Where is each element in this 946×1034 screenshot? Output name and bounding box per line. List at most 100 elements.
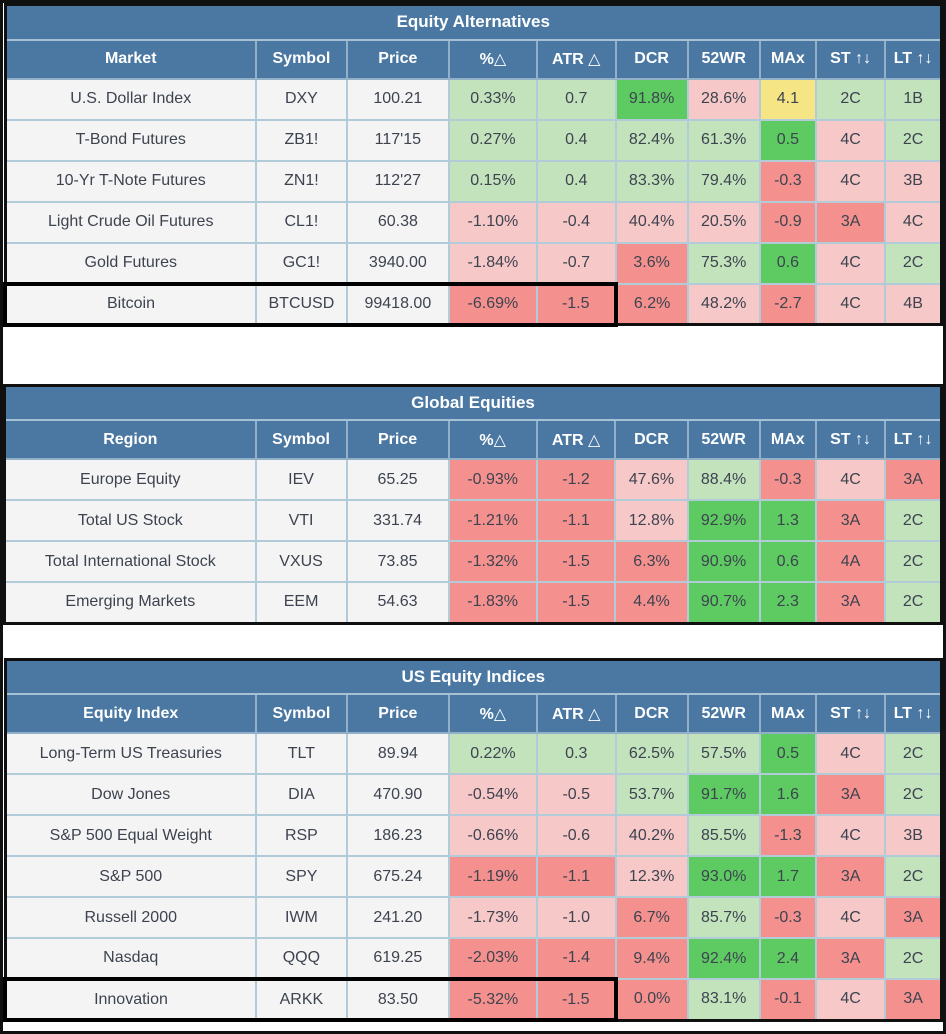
- pct-change-cell: -1.83%: [447, 581, 538, 624]
- lt-rating-cell: 2C: [884, 499, 943, 542]
- column-header-lt-rating[interactable]: LT ↑↓: [884, 419, 943, 460]
- table-row: Light Crude Oil Futures CL1! 60.38 -1.10% -0…: [4, 200, 943, 244]
- st-rating-cell: 4C: [814, 241, 887, 285]
- dcr-cell: 40.4%: [614, 200, 689, 244]
- symbol-cell: GC1!: [254, 241, 348, 285]
- column-header-st-rating[interactable]: ST ↑↓: [814, 693, 887, 734]
- column-header-row-label: Equity Index: [4, 693, 257, 734]
- st-rating-cell: 4C: [814, 732, 887, 775]
- pct-change-cell: -2.03%: [447, 937, 538, 980]
- max-cell: 2.4: [758, 937, 817, 980]
- table-row: Gold Futures GC1! 3940.00 -1.84% -0.7 3.6% 75.…: [4, 241, 943, 285]
- price-cell: 619.25: [345, 937, 450, 980]
- 52wr-cell: 90.7%: [686, 581, 761, 624]
- st-rating-cell: 3A: [814, 499, 887, 542]
- column-header-max: MAx: [758, 419, 817, 460]
- lt-rating-cell: 2C: [884, 937, 943, 980]
- lt-rating-cell: 3B: [884, 814, 943, 857]
- st-rating-cell: 4C: [814, 458, 887, 501]
- table-row: S&P 500 SPY 675.24 -1.19% -1.1 12.3% 93.0% 1.7 3…: [4, 855, 943, 898]
- 52wr-cell: 88.4%: [686, 458, 761, 501]
- table-row: S&P 500 Equal Weight RSP 186.23 -0.66% -0.6 4…: [4, 814, 943, 857]
- column-header-max: MAx: [758, 693, 817, 734]
- atr-cell: 0.3: [535, 732, 617, 775]
- lt-rating-cell: 3A: [884, 978, 943, 1021]
- st-rating-cell: 4C: [814, 896, 887, 939]
- 52wr-cell: 85.5%: [686, 814, 761, 857]
- st-rating-cell: 3A: [814, 200, 887, 244]
- price-cell: 186.23: [345, 814, 450, 857]
- price-cell: 100.21: [345, 77, 450, 121]
- lt-rating-cell: 2C: [884, 732, 943, 775]
- dcr-cell: 91.8%: [614, 77, 689, 121]
- symbol-cell: TLT: [254, 732, 348, 775]
- st-rating-cell: 3A: [814, 937, 887, 980]
- pct-change-cell: -0.93%: [447, 458, 538, 501]
- pct-change-cell: -0.66%: [447, 814, 538, 857]
- price-cell: 60.38: [345, 200, 450, 244]
- 52wr-cell: 57.5%: [686, 732, 761, 775]
- 52wr-cell: 92.9%: [686, 499, 761, 542]
- atr-cell: -0.7: [535, 241, 617, 285]
- column-header-atr: ATR △: [535, 38, 617, 80]
- dcr-cell: 83.3%: [614, 159, 689, 203]
- symbol-cell: IWM: [254, 896, 348, 939]
- 52wr-cell: 85.7%: [686, 896, 761, 939]
- symbol-cell: EEM: [254, 581, 348, 624]
- price-cell: 65.25: [345, 458, 450, 501]
- atr-cell: -0.6: [535, 814, 617, 857]
- atr-cell: 0.4: [535, 159, 617, 203]
- table-row: T-Bond Futures ZB1! 117'15 0.27% 0.4 82.4% 61.…: [4, 118, 943, 162]
- row-label-cell: Light Crude Oil Futures: [4, 200, 257, 244]
- price-cell: 73.85: [345, 540, 450, 583]
- pct-change-cell: -6.69%: [447, 281, 538, 327]
- column-header-st-rating[interactable]: ST ↑↓: [814, 419, 887, 460]
- lt-rating-cell: 2C: [884, 540, 943, 583]
- column-header-row-label: Market: [4, 38, 257, 80]
- equity-alternatives-table: Equity Alternatives Market Symbol Price %△ AT…: [3, 3, 943, 327]
- 52wr-cell: 75.3%: [686, 241, 761, 285]
- price-cell: 3940.00: [345, 241, 450, 285]
- global-equities-table: Global Equities Region Symbol Price %△ ATR △ D…: [3, 383, 943, 625]
- row-label-cell: S&P 500: [4, 855, 257, 898]
- column-header-lt-rating[interactable]: LT ↑↓: [884, 693, 943, 734]
- symbol-cell: QQQ: [254, 937, 348, 980]
- max-cell: -0.3: [758, 458, 817, 501]
- column-header-atr: ATR △: [535, 693, 617, 734]
- lt-rating-cell: 2C: [884, 581, 943, 624]
- column-header-pct-change: %△: [447, 419, 538, 460]
- row-label-cell: 10-Yr T-Note Futures: [4, 159, 257, 203]
- 52wr-cell: 90.9%: [686, 540, 761, 583]
- row-label-cell: Dow Jones: [4, 773, 257, 816]
- max-cell: 0.5: [758, 118, 817, 162]
- lt-rating-cell: 4C: [884, 200, 943, 244]
- pct-change-cell: 0.15%: [447, 159, 538, 203]
- st-rating-cell: 4C: [814, 159, 887, 203]
- 52wr-cell: 91.7%: [686, 773, 761, 816]
- row-label-cell: Total US Stock: [3, 499, 257, 542]
- row-label-cell: S&P 500 Equal Weight: [4, 814, 257, 857]
- table-title-row: US Equity Indices: [5, 659, 942, 695]
- max-cell: 2.3: [758, 581, 817, 624]
- symbol-cell: DIA: [254, 773, 348, 816]
- symbol-cell: IEV: [254, 458, 348, 501]
- table-row: Total International Stock VXUS 73.85 -1.32%…: [3, 540, 943, 583]
- us-equity-indices-table: US Equity Indices Equity Index Symbol Price…: [3, 657, 943, 1022]
- column-header-st-rating[interactable]: ST ↑↓: [814, 38, 887, 80]
- column-header-lt-rating[interactable]: LT ↑↓: [884, 38, 943, 80]
- row-label-cell: T-Bond Futures: [4, 118, 257, 162]
- dcr-cell: 12.8%: [614, 499, 689, 542]
- dcr-cell: 12.3%: [614, 855, 689, 898]
- lt-rating-cell: 3B: [884, 159, 943, 203]
- max-cell: 1.7: [758, 855, 817, 898]
- table-row: U.S. Dollar Index DXY 100.21 0.33% 0.7 91.8% 2…: [4, 77, 943, 121]
- symbol-cell: ARKK: [254, 977, 348, 1022]
- st-rating-cell: 4C: [814, 118, 887, 162]
- atr-cell: -1.5: [535, 281, 618, 327]
- symbol-cell: ZB1!: [254, 118, 348, 162]
- column-header-row: Market Symbol Price %△ ATR △ DCR 52WR MAx ST ↑↓ L…: [4, 38, 943, 80]
- lt-rating-cell: 2C: [884, 241, 943, 285]
- 52wr-cell: 48.2%: [686, 282, 761, 326]
- lt-rating-cell: 3A: [884, 458, 943, 501]
